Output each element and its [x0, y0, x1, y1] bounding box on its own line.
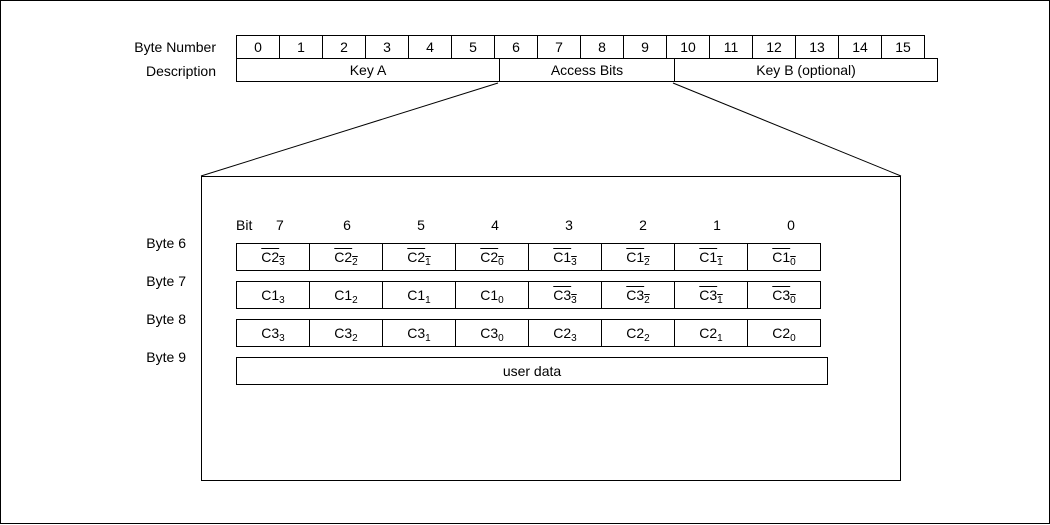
access-bits-detail: Bit 7 6 5 4 3 2 1 0 C23C22C21C20C13C12C1… [201, 176, 901, 481]
byte8-label: Byte 8 [1, 300, 196, 338]
byte7-label: Byte 7 [1, 262, 196, 300]
byte9-label: Byte 9 [1, 338, 196, 376]
byte9-row: user data [236, 357, 866, 385]
byte-cell: 6 [494, 35, 538, 59]
byte7-row: C13C12C11C10C33C32C31C30 [236, 281, 866, 309]
bit-cell: C20 [455, 243, 529, 271]
byte-cell: 15 [881, 35, 925, 59]
bit-cell: C11 [674, 243, 748, 271]
bit-cell: C12 [601, 243, 675, 271]
bit-cell: C10 [455, 281, 529, 309]
bit-header-row: Bit 7 6 5 4 3 2 1 0 [236, 217, 866, 233]
byte-cell: 10 [666, 35, 710, 59]
section-key-b: Key B (optional) [674, 58, 938, 82]
bit-cell: C22 [601, 319, 675, 347]
bit-cell: C13 [236, 281, 310, 309]
byte-cell: 9 [623, 35, 667, 59]
bit-cell: C30 [455, 319, 529, 347]
connector-left-line [201, 83, 498, 176]
bit-cell: C32 [601, 281, 675, 309]
bit-cell: C31 [382, 319, 456, 347]
byte-number-row: 0 1 2 3 4 5 6 7 8 9 10 11 12 13 14 15 [236, 35, 938, 59]
byte-cell: 0 [236, 35, 280, 59]
bit-num: 5 [384, 217, 458, 233]
byte-cell: 5 [451, 35, 495, 59]
byte-cell: 7 [537, 35, 581, 59]
bit-cell: C23 [528, 319, 602, 347]
connector-right-line [673, 83, 901, 176]
bit-cell: C20 [747, 319, 821, 347]
section-access-bits: Access Bits [499, 58, 675, 82]
bit-cell: C22 [309, 243, 383, 271]
byte6-row: C23C22C21C20C13C12C11C10 [236, 243, 866, 271]
bit-row-labels: Byte 6 Byte 7 Byte 8 Byte 9 [1, 176, 196, 376]
byte-cell: 3 [365, 35, 409, 59]
byte-cell: 11 [709, 35, 753, 59]
bit-cell: C33 [528, 281, 602, 309]
user-data-cell: user data [236, 357, 828, 385]
bit-num: 1 [680, 217, 754, 233]
byte-cell: 8 [580, 35, 624, 59]
bit-cell: C10 [747, 243, 821, 271]
bit-cell: C13 [528, 243, 602, 271]
bit-num: 0 [754, 217, 828, 233]
bit-num: 7 [276, 217, 310, 233]
bit-cell: C30 [747, 281, 821, 309]
top-table: 0 1 2 3 4 5 6 7 8 9 10 11 12 13 14 15 Ke… [236, 35, 938, 82]
byte-cell: 14 [838, 35, 882, 59]
byte-cell: 4 [408, 35, 452, 59]
bit-num: 6 [310, 217, 384, 233]
bit-num: 3 [532, 217, 606, 233]
bit-cell: C21 [674, 319, 748, 347]
byte-cell: 12 [752, 35, 796, 59]
bit-cell: C21 [382, 243, 456, 271]
bit-num: 2 [606, 217, 680, 233]
bit-header-label: Bit [236, 217, 276, 233]
bit-cell: C31 [674, 281, 748, 309]
bit-cell: C32 [309, 319, 383, 347]
bit-cell: C33 [236, 319, 310, 347]
bit-cell: C12 [309, 281, 383, 309]
byte6-label: Byte 6 [1, 224, 196, 262]
byte-cell: 2 [322, 35, 366, 59]
diagram-frame: Byte Number Description 0 1 2 3 4 5 6 7 … [0, 0, 1050, 524]
byte-cell: 13 [795, 35, 839, 59]
bit-num: 4 [458, 217, 532, 233]
description-label: Description [1, 59, 226, 83]
section-key-a: Key A [236, 58, 500, 82]
byte8-row: C33C32C31C30C23C22C21C20 [236, 319, 866, 347]
byte-number-label: Byte Number [1, 35, 226, 59]
top-row-labels: Byte Number Description [1, 35, 226, 83]
byte-cell: 1 [279, 35, 323, 59]
bit-cell: C23 [236, 243, 310, 271]
bit-cell: C11 [382, 281, 456, 309]
description-row: Key A Access Bits Key B (optional) [236, 58, 938, 82]
